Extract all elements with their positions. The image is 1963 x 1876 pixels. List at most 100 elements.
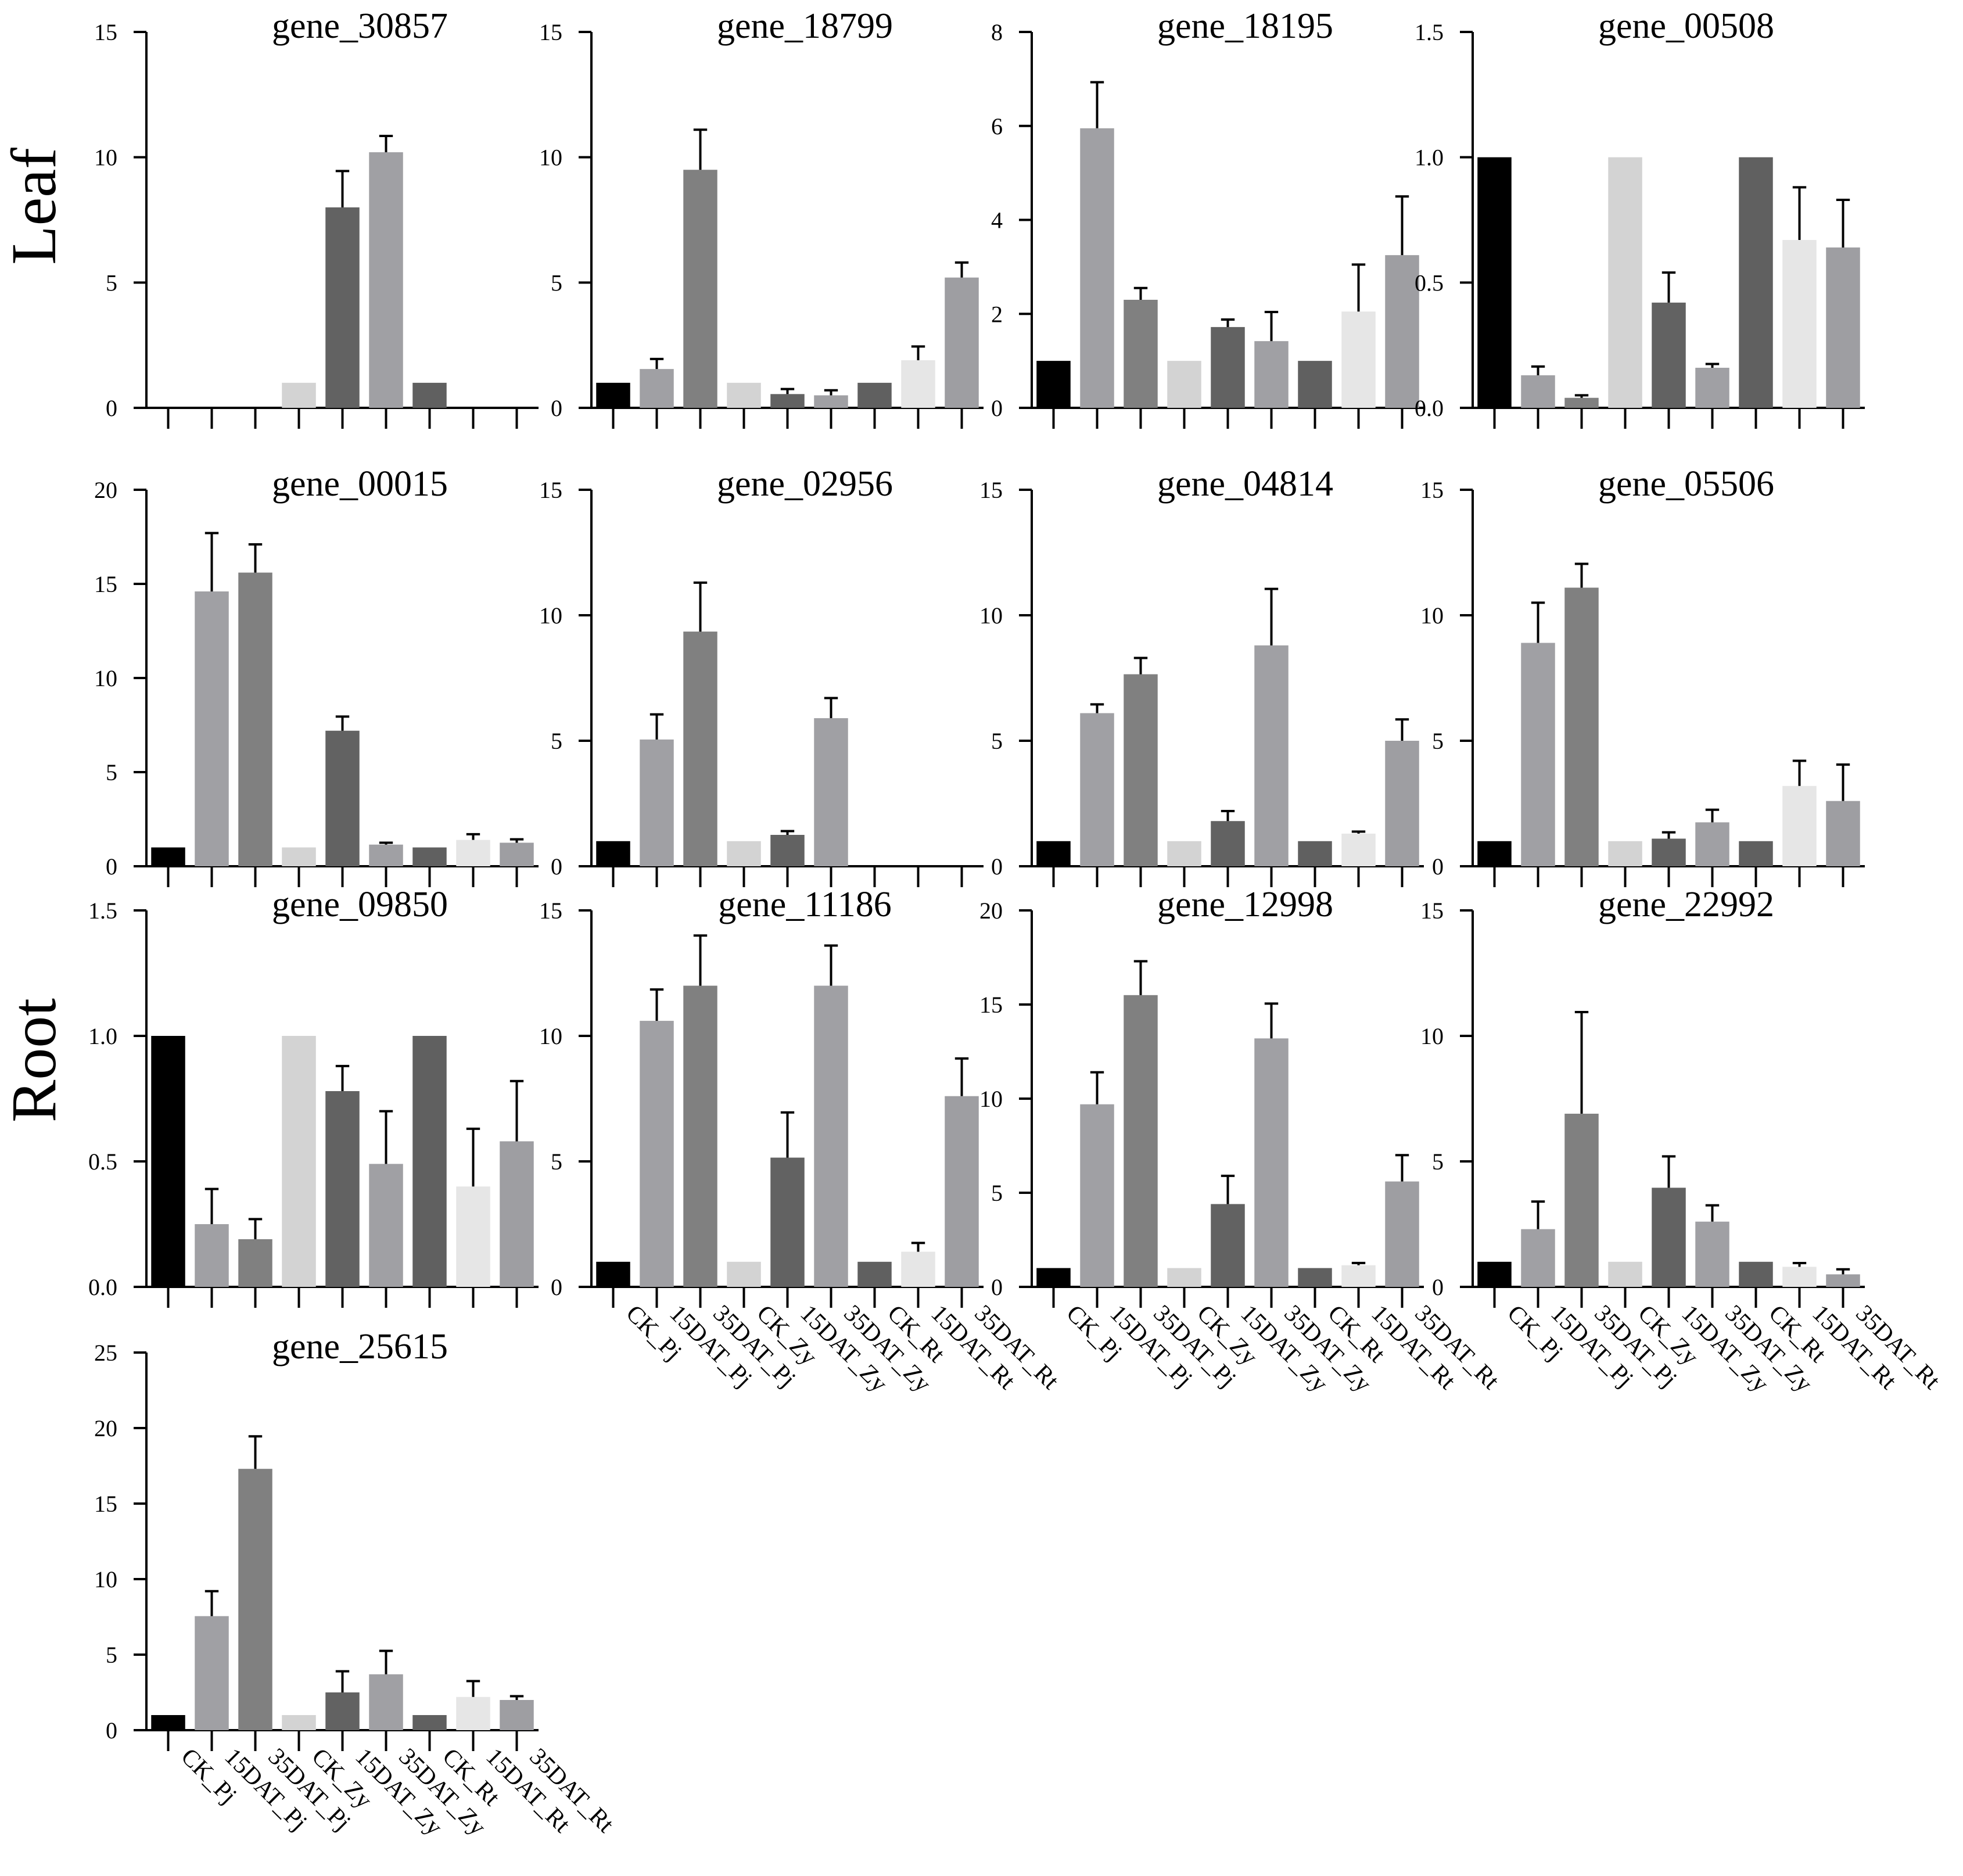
bar-CK_Rt xyxy=(857,382,892,408)
chart-gene_02956: gene_02956 0 5 10 15 xyxy=(539,464,984,887)
bar-35DAT_Zy xyxy=(1254,645,1289,866)
bar-35DAT_Zy xyxy=(1254,1038,1289,1287)
bar-CK_Pj xyxy=(1036,1268,1071,1287)
bar-15DAT_Zy xyxy=(325,1692,360,1730)
y-tick-label: 0 xyxy=(551,1274,562,1300)
bar-CK_Rt xyxy=(412,847,447,866)
bar-15DAT_Zy xyxy=(1652,302,1686,408)
bar-35DAT_Zy xyxy=(1695,1221,1729,1287)
y-tick-label: 0 xyxy=(551,395,562,421)
y-tick-label: 25 xyxy=(94,1340,117,1366)
bar-15DAT_Pj xyxy=(1080,1104,1114,1287)
bar-CK_Rt xyxy=(1739,157,1773,408)
bar-35DAT_Pj xyxy=(1124,299,1158,408)
bar-35DAT_Rt xyxy=(500,842,534,866)
bar-15DAT_Rt xyxy=(1782,785,1817,866)
bar-CK_Pj xyxy=(1036,841,1071,866)
bar-CK_Zy xyxy=(1167,841,1201,866)
bar-35DAT_Pj xyxy=(1124,674,1158,866)
bar-35DAT_Rt xyxy=(1385,255,1419,408)
chart-title: gene_04814 xyxy=(1157,464,1333,504)
bar-15DAT_Zy xyxy=(770,835,805,866)
y-tick-label: 15 xyxy=(979,477,1003,503)
y-tick-label: 0 xyxy=(1432,853,1444,880)
bar-CK_Rt xyxy=(857,1261,892,1287)
bar-15DAT_Zy xyxy=(1652,838,1686,866)
y-tick-label: 5 xyxy=(991,1180,1003,1206)
y-tick-label: 8 xyxy=(991,19,1003,45)
bar-15DAT_Pj xyxy=(195,1224,229,1287)
bar-35DAT_Zy xyxy=(814,718,848,866)
bar-15DAT_Pj xyxy=(195,591,229,866)
bar-15DAT_Zy xyxy=(1211,1204,1245,1287)
bar-35DAT_Zy xyxy=(369,1164,403,1287)
y-tick-label: 5 xyxy=(106,1642,117,1668)
bar-CK_Zy xyxy=(1167,361,1201,408)
bar-15DAT_Zy xyxy=(1211,821,1245,866)
bar-CK_Rt xyxy=(412,1715,447,1730)
chart-gene_09850: gene_09850 0.0 0.5 1.0 1.5 xyxy=(88,885,539,1308)
y-tick-label: 10 xyxy=(94,665,117,691)
bar-15DAT_Zy xyxy=(325,207,360,408)
bar-15DAT_Zy xyxy=(1652,1188,1686,1287)
bar-15DAT_Zy xyxy=(770,1157,805,1287)
y-tick-label: 6 xyxy=(991,113,1003,139)
y-tick-label: 0 xyxy=(991,395,1003,421)
y-tick-label: 15 xyxy=(539,19,562,45)
bar-15DAT_Rt xyxy=(1341,311,1376,408)
y-tick-label: 10 xyxy=(979,602,1003,629)
bar-35DAT_Rt xyxy=(1826,1274,1860,1287)
bar-15DAT_Pj xyxy=(1080,128,1114,408)
bar-CK_Pj xyxy=(596,841,630,866)
y-tick-label: 20 xyxy=(979,898,1003,924)
bar-CK_Pj xyxy=(596,1261,630,1287)
y-tick-label: 0.5 xyxy=(88,1149,117,1175)
bar-CK_Zy xyxy=(1608,1261,1642,1287)
y-tick-label: 1.5 xyxy=(1415,19,1444,45)
y-tick-label: 10 xyxy=(539,602,562,629)
chart-gene_04814: gene_04814 0 5 10 15 xyxy=(979,464,1424,887)
y-tick-label: 2 xyxy=(991,301,1003,327)
bar-35DAT_Pj xyxy=(1564,587,1599,866)
bar-CK_Pj xyxy=(151,847,185,866)
bar-CK_Pj xyxy=(596,382,630,408)
y-tick-label: 4 xyxy=(991,207,1003,234)
bar-15DAT_Pj xyxy=(640,739,674,866)
bar-35DAT_Zy xyxy=(1695,367,1729,408)
y-tick-label: 10 xyxy=(1420,602,1444,629)
bar-15DAT_Rt xyxy=(456,840,490,866)
chart-title: gene_00508 xyxy=(1598,6,1774,46)
bar-35DAT_Zy xyxy=(1254,341,1289,408)
bar-15DAT_Pj xyxy=(195,1616,229,1730)
bar-CK_Rt xyxy=(1298,841,1332,866)
bar-35DAT_Zy xyxy=(814,985,848,1287)
chart-panels: gene_30857 0 5 10 15 gene_18799 0 5 10 15 gene_181… xyxy=(88,6,1946,1841)
bar-CK_Pj xyxy=(151,1036,185,1287)
bar-CK_Pj xyxy=(1477,841,1512,866)
chart-title: gene_22992 xyxy=(1598,885,1774,924)
bar-15DAT_Rt xyxy=(456,1696,490,1730)
bar-35DAT_Rt xyxy=(1826,801,1860,866)
y-tick-label: 10 xyxy=(539,145,562,171)
y-tick-label: 15 xyxy=(94,1491,117,1517)
bar-15DAT_Pj xyxy=(1080,713,1114,866)
bar-35DAT_Pj xyxy=(683,170,717,408)
bar-CK_Rt xyxy=(1739,841,1773,866)
bar-CK_Rt xyxy=(1298,1268,1332,1287)
y-tick-label: 0 xyxy=(991,853,1003,880)
chart-title: gene_00015 xyxy=(272,464,448,504)
chart-gene_11186: gene_11186051015CK_Pj15DAT_Pj35DAT_PjCK_… xyxy=(539,885,1064,1397)
y-tick-label: 1.0 xyxy=(1415,145,1444,171)
bar-15DAT_Rt xyxy=(1782,1267,1817,1287)
chart-gene_25615: gene_256150510152025CK_Pj15DAT_Pj35DAT_P… xyxy=(94,1327,619,1841)
chart-gene_12998: gene_1299805101520CK_Pj15DAT_Pj35DAT_PjC… xyxy=(979,885,1505,1397)
y-tick-label: 0.5 xyxy=(1415,270,1444,296)
bar-15DAT_Rt xyxy=(901,1251,935,1287)
bar-15DAT_Pj xyxy=(640,1021,674,1287)
y-tick-label: 10 xyxy=(1420,1023,1444,1049)
bar-35DAT_Pj xyxy=(238,572,272,866)
chart-title: gene_18799 xyxy=(717,6,893,46)
y-tick-label: 0 xyxy=(106,853,117,880)
y-tick-label: 5 xyxy=(106,759,117,785)
row-label-leaf: Leaf xyxy=(0,148,69,265)
